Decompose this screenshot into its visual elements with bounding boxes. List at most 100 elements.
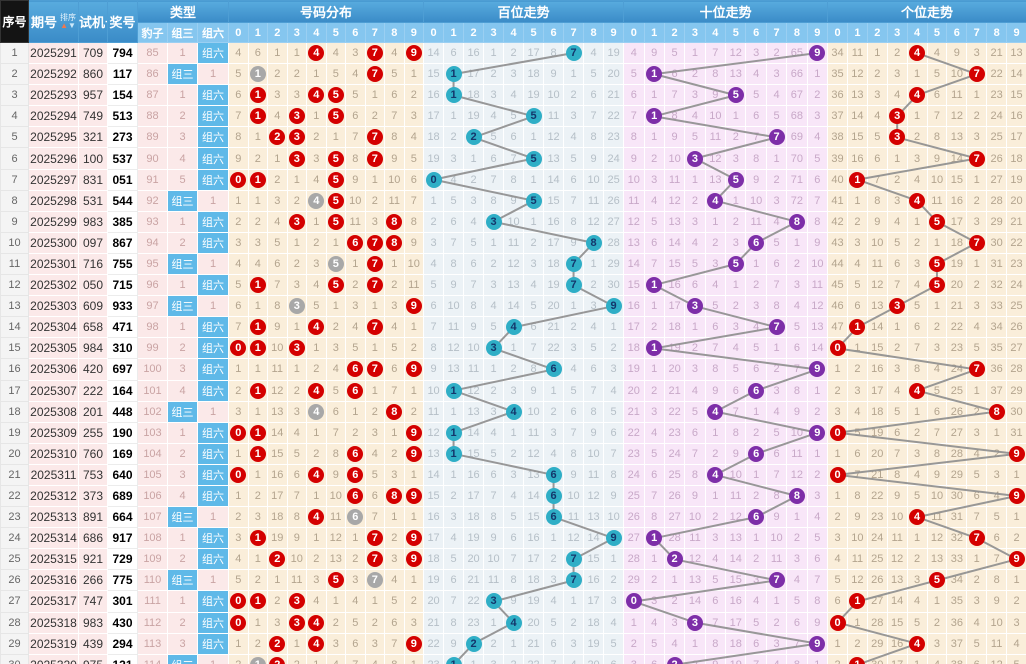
units-cell: 7: [966, 506, 988, 529]
tens-cell: 28: [663, 527, 686, 550]
tens-cell: 23: [663, 421, 686, 444]
tens-cell: 3: [684, 210, 706, 233]
hundreds-cell: 7: [523, 337, 545, 360]
units-cell: 9: [886, 484, 908, 508]
hundreds-cell: 1: [483, 358, 505, 381]
units-cell: 3: [966, 126, 988, 149]
hundreds-hit-circle: 2: [465, 635, 482, 652]
dist-hit-circle: 2: [269, 129, 286, 146]
hundreds-cell: 2: [463, 126, 485, 149]
units-cell: 1: [966, 252, 988, 276]
dist-cell: 8: [384, 400, 405, 423]
tens-cell: 13: [684, 569, 706, 592]
units-cell: 7: [966, 63, 988, 86]
hundreds-cell: 3: [483, 210, 505, 233]
hundreds-hit-circle: 4: [505, 614, 522, 631]
hundreds-cell: 1: [443, 442, 465, 465]
hundreds-cell: 10: [423, 379, 445, 402]
units-cell: 6: [986, 527, 1008, 550]
tens-hit-circle: 6: [748, 234, 765, 251]
prize-cell: 537: [107, 147, 138, 170]
dist-cell: 1: [403, 316, 425, 339]
tens-cell: 19: [623, 358, 645, 381]
units-hit-circle: 4: [909, 635, 926, 652]
tens-cell: 9: [806, 632, 829, 655]
units-cell: 1: [886, 316, 908, 339]
dist-cell: 1: [247, 379, 269, 402]
units-cell: 23: [986, 84, 1008, 107]
leopard-miss-cell: 96: [137, 274, 168, 297]
hundreds-cell: 9: [563, 463, 585, 486]
hundreds-cell: 4: [503, 316, 525, 339]
dist-cell: 1: [364, 84, 386, 107]
hundreds-cell: 5: [563, 147, 585, 170]
tens-cell: 3: [725, 147, 747, 170]
dist-cell: 5: [325, 63, 347, 86]
group-six-cell: 组六: [196, 126, 230, 149]
dist-cell: 1: [286, 231, 308, 254]
hundreds-cell: 11: [463, 358, 485, 381]
tens-cell: 16: [623, 295, 645, 318]
units-hit-circle: 4: [909, 382, 926, 399]
units-cell: 10: [926, 168, 948, 191]
units-cell: 23: [1006, 252, 1026, 276]
dist-cell: 7: [364, 126, 386, 149]
group-three-cell: 5: [167, 168, 198, 191]
units-hit-circle: 1: [849, 319, 866, 336]
sort-control[interactable]: 排序 ▲▼: [60, 13, 76, 30]
test-cell: 373: [78, 484, 108, 508]
dist-cell: 5: [325, 147, 347, 170]
dist-hit-circle: 5: [327, 213, 344, 230]
dist-cell: 1: [364, 379, 386, 402]
dist-cell: 1: [247, 84, 269, 107]
units-cell: 3: [966, 590, 988, 613]
dist-cell: 10: [403, 252, 425, 276]
hundreds-cell: 11: [583, 463, 605, 486]
group-three-cell: 1: [167, 41, 198, 65]
hundreds-cell: 11: [543, 105, 565, 128]
tens-cell: 11: [745, 210, 767, 233]
sort-descending-icon[interactable]: ▼: [68, 20, 76, 30]
hundreds-cell: 14: [583, 527, 605, 550]
dist-cell: 3: [403, 611, 425, 634]
dist-hit-circle: 0: [230, 614, 247, 631]
tens-cell: 7: [663, 84, 686, 107]
tens-cell: 10: [806, 252, 829, 276]
units-hit-circle: 5: [928, 255, 945, 272]
dist-cell: 3: [267, 189, 288, 212]
tens-cell: 2: [684, 653, 706, 664]
units-cell: 4: [906, 84, 928, 107]
dist-cell: 6: [345, 484, 366, 508]
dist-cell: 9: [403, 421, 425, 444]
dist-cell: 4: [384, 41, 405, 65]
group-six-cell: 组六: [196, 316, 230, 339]
group-three-cell: 2: [167, 105, 198, 128]
tens-cell: 3: [704, 252, 727, 276]
dist-cell: 10: [345, 189, 366, 212]
hundreds-cell: 5: [503, 506, 525, 529]
sort-ascending-icon[interactable]: ▲: [60, 20, 68, 30]
dist-cell: 10: [325, 484, 347, 508]
dist-hit-circle: 2: [269, 635, 286, 652]
units-cell: 5: [926, 274, 948, 297]
hundreds-cell: 9: [603, 527, 625, 550]
dist-hit-circle: 1: [249, 593, 266, 610]
tens-cell: 3: [765, 379, 788, 402]
units-hit-circle: 5: [928, 277, 945, 294]
tens-cell: 8: [643, 506, 665, 529]
hundreds-cell: 13: [443, 358, 465, 381]
tens-cell: 7: [704, 337, 727, 360]
units-cell: 4: [906, 506, 928, 529]
tens-hit-circle: 3: [686, 150, 703, 167]
tens-cell: 66: [786, 63, 808, 86]
prize-cell: 430: [107, 611, 138, 634]
units-cell: 18: [946, 231, 968, 254]
dist-cell: 3: [267, 84, 288, 107]
period-cell: 2025315: [28, 548, 79, 571]
hundreds-cell: 13: [583, 506, 605, 529]
hundreds-cell: 4: [483, 421, 505, 444]
tens-cell: 3: [643, 168, 665, 191]
seq-cell: 24: [0, 527, 29, 550]
tens-cell: 10: [704, 105, 727, 128]
period-column-header[interactable]: 期号 排序 ▲▼: [28, 0, 79, 43]
